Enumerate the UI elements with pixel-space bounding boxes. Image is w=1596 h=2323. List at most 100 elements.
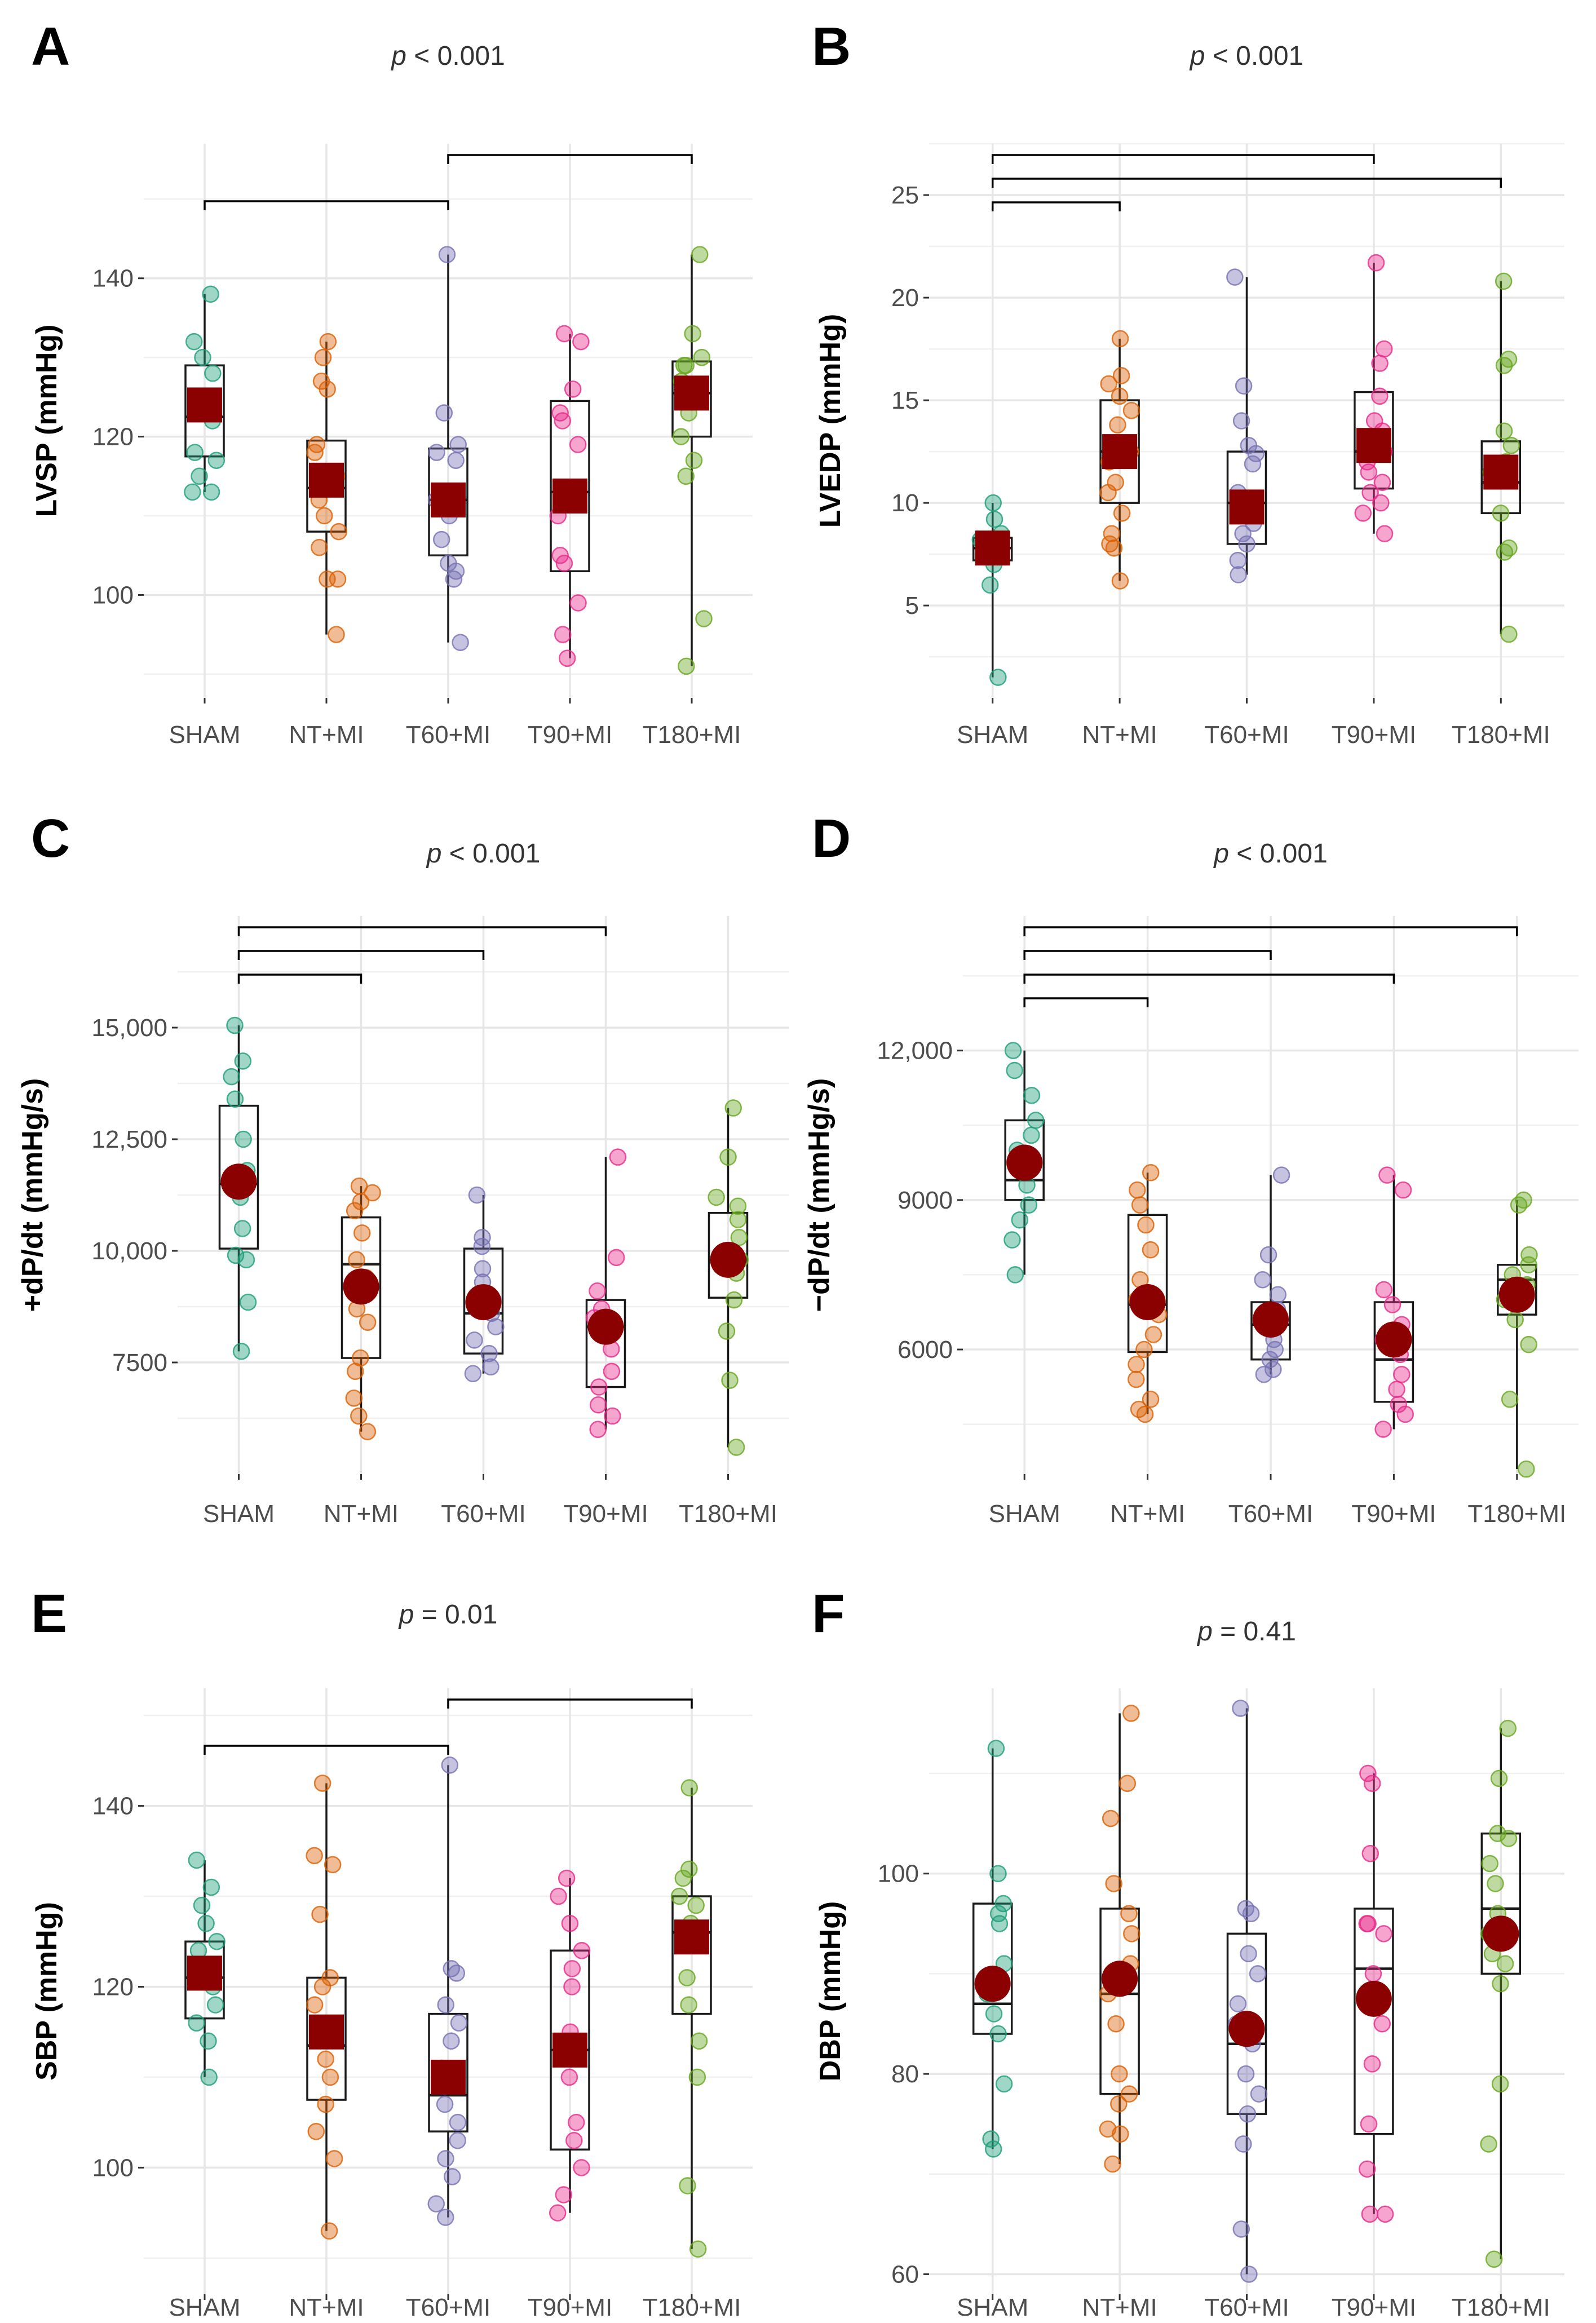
data-point xyxy=(1232,412,1250,430)
mean-marker xyxy=(343,1268,379,1305)
box xyxy=(1354,391,1394,490)
data-point xyxy=(1265,1361,1282,1378)
data-point xyxy=(1481,1855,1498,1873)
y-tick-label: 25 xyxy=(891,182,919,209)
x-tick-label: T180+MI xyxy=(643,721,741,749)
data-point xyxy=(984,494,1002,512)
significance-bracket xyxy=(991,178,1502,188)
box xyxy=(1480,1832,1522,1975)
y-tick-label: 100 xyxy=(92,581,134,609)
data-point xyxy=(1363,1775,1381,1793)
y-tick-label: 60 xyxy=(891,2260,919,2288)
data-point xyxy=(346,1202,364,1219)
data-point xyxy=(1128,1370,1145,1388)
data-point xyxy=(202,1878,220,1896)
data-point xyxy=(437,2209,454,2226)
data-point xyxy=(560,2068,578,2086)
data-point xyxy=(724,1099,742,1117)
y-tick-label: 12,000 xyxy=(877,1037,953,1065)
box xyxy=(1099,1908,1140,2095)
data-point xyxy=(1229,551,1246,569)
data-point xyxy=(306,444,324,461)
y-tick-label: 140 xyxy=(92,1793,134,1820)
data-point xyxy=(1373,2015,1391,2033)
x-tick-label: T90+MI xyxy=(528,2294,612,2321)
data-point xyxy=(607,1249,625,1267)
data-point xyxy=(1144,1326,1162,1343)
data-point xyxy=(678,657,695,675)
data-point xyxy=(685,452,703,469)
data-point xyxy=(1375,1925,1392,1943)
significance-bracket xyxy=(1023,926,1518,936)
y-tick-label: 100 xyxy=(92,2154,134,2182)
data-point xyxy=(1491,2075,1509,2093)
data-point xyxy=(1499,1719,1517,1737)
data-point xyxy=(314,348,332,366)
data-point xyxy=(1492,505,1510,522)
data-point xyxy=(721,1371,739,1389)
data-point xyxy=(1237,2065,1255,2083)
data-point xyxy=(1388,1380,1405,1398)
data-point xyxy=(729,1197,747,1215)
data-point xyxy=(729,1211,747,1228)
panel-letter: C xyxy=(31,808,70,869)
data-point xyxy=(1238,535,1255,553)
data-point xyxy=(348,1251,365,1269)
data-point xyxy=(1361,2205,1379,2223)
data-point xyxy=(1358,2160,1376,2178)
data-point xyxy=(445,570,463,588)
data-point xyxy=(1105,539,1123,557)
data-point xyxy=(1254,1271,1271,1289)
data-point xyxy=(223,1068,240,1086)
data-point xyxy=(1229,1995,1247,2012)
data-point xyxy=(1502,436,1520,454)
data-point xyxy=(436,2095,454,2113)
mean-marker xyxy=(552,478,587,514)
data-point xyxy=(1495,272,1513,290)
data-point xyxy=(1269,1286,1287,1304)
y-tick-label: 15 xyxy=(891,387,919,414)
data-point xyxy=(1480,2135,1497,2153)
data-point xyxy=(555,2186,573,2203)
data-point xyxy=(604,1407,621,1425)
data-point xyxy=(1487,1875,1504,1892)
data-point xyxy=(352,1193,370,1211)
data-point xyxy=(1244,455,1262,473)
x-tick-label: SHAM xyxy=(169,2294,240,2321)
mean-marker xyxy=(431,482,466,517)
data-point xyxy=(995,2075,1013,2093)
p-value-label: p < 0.001 xyxy=(1213,839,1328,869)
y-axis-title: DBP (mmHg) xyxy=(814,1901,847,2082)
y-axis-title: LVEDP (mmHg) xyxy=(814,314,847,528)
data-point xyxy=(1354,505,1372,522)
box xyxy=(341,1216,382,1359)
data-point xyxy=(448,1964,466,1982)
data-point xyxy=(1360,2115,1378,2133)
data-point xyxy=(1383,1296,1402,1313)
data-point xyxy=(1515,1191,1532,1209)
data-point xyxy=(727,1439,745,1456)
x-tick-label: T90+MI xyxy=(563,1500,648,1528)
data-point xyxy=(690,2032,708,2050)
significance-bracket xyxy=(447,1698,693,1709)
data-point xyxy=(1235,2135,1252,2153)
mean-marker xyxy=(1006,1144,1043,1181)
box xyxy=(463,1247,504,1355)
box xyxy=(1226,1932,1267,2115)
mean-marker xyxy=(1229,489,1265,525)
mean-marker xyxy=(1483,454,1519,490)
data-point xyxy=(1500,625,1518,643)
data-point xyxy=(1104,2155,1121,2173)
x-tick-label: T90+MI xyxy=(1351,1500,1436,1528)
box xyxy=(184,1940,225,2020)
panel-e: 100 120 140 SHAM NT+MI T60+MI T90+MI T180+MI p =… xyxy=(30,1583,753,2321)
x-tick-label: SHAM xyxy=(989,1500,1060,1528)
data-point xyxy=(1250,2085,1268,2103)
data-point xyxy=(1006,1061,1023,1079)
data-point xyxy=(226,1016,244,1034)
data-point xyxy=(437,1996,454,2014)
y-tick-label: 15,000 xyxy=(91,1014,167,1042)
data-point xyxy=(306,1847,323,1865)
data-point xyxy=(1492,1975,1509,1993)
